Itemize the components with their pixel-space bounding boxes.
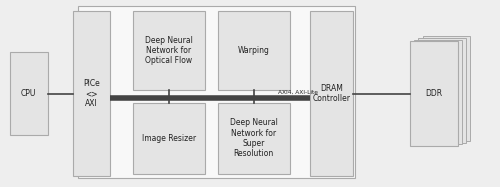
Text: Warping: Warping xyxy=(238,46,270,55)
Text: Deep Neural
Network for
Super
Resolution: Deep Neural Network for Super Resolution xyxy=(230,118,278,158)
Text: PICe
<>
AXI: PICe <> AXI xyxy=(83,79,100,108)
Bar xyxy=(414,40,462,144)
Bar xyxy=(218,11,290,90)
Text: Image Resizer: Image Resizer xyxy=(142,134,196,143)
Text: DDR: DDR xyxy=(425,89,442,98)
Bar xyxy=(310,11,352,176)
Text: AXI4, AXI-Lite: AXI4, AXI-Lite xyxy=(278,89,318,94)
Bar xyxy=(10,52,48,135)
Text: CPU: CPU xyxy=(21,89,36,98)
Text: DRAM
Controller: DRAM Controller xyxy=(312,84,350,103)
Bar xyxy=(72,11,110,176)
Bar xyxy=(422,36,470,141)
Bar xyxy=(410,41,458,146)
Bar xyxy=(132,103,205,174)
Bar xyxy=(78,6,355,178)
Bar xyxy=(132,11,205,90)
Text: Deep Neural
Network for
Optical Flow: Deep Neural Network for Optical Flow xyxy=(145,36,192,65)
Bar xyxy=(418,38,466,143)
Bar xyxy=(218,103,290,174)
